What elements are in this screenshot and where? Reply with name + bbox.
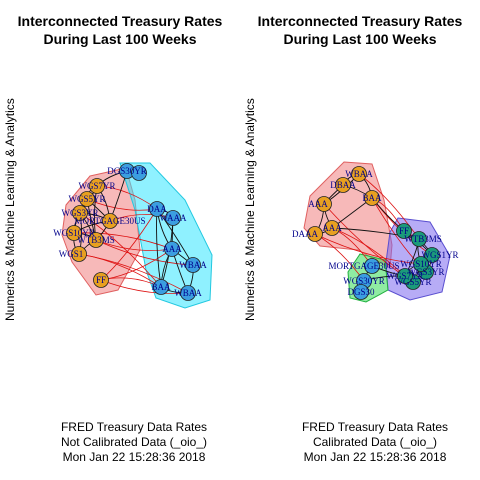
right-title-line1: Interconnected Treasury Rates: [257, 13, 463, 29]
left-node-label: WGS3YR: [61, 208, 98, 218]
right-node-label: WTB3MS: [404, 234, 442, 244]
left-node-label: WGS7YR: [78, 181, 115, 191]
left-node-wgs1: [71, 246, 87, 262]
left-node-label: WGS5YR: [68, 194, 105, 204]
right-node-wbaa: [351, 166, 367, 182]
right-node-label: WGS5YR: [394, 277, 431, 287]
left-caption-line2: Not Calibrated Data (_oio_): [60, 435, 208, 449]
left-node-label: WBAA: [179, 260, 207, 270]
right-node-label: DBAA: [330, 180, 356, 190]
left-cross-edge: [95, 239, 194, 266]
right-node-label: DAAA: [292, 229, 318, 239]
right-node-label: WBAA: [345, 169, 373, 179]
left-title-line2: During Last 100 Weeks: [43, 31, 197, 47]
left-node-daa: [149, 201, 165, 217]
left-cross-edge: [100, 279, 189, 294]
left-node-wgs10yr: [66, 225, 82, 241]
left-node-wbaa2: [185, 257, 201, 273]
left-node-wgs3yr: [72, 205, 88, 221]
left-cross-edge: [78, 253, 189, 294]
right-caption-line3: Mon Jan 22 15:28:36 2018: [303, 450, 447, 464]
right-node-wgs10yr: [413, 256, 429, 272]
left-node-label: WGS1: [59, 249, 84, 259]
right-caption-line1: FRED Treasury Data Rates: [301, 420, 449, 434]
right-cross-edge: [314, 233, 422, 265]
left-node-label: DAA: [147, 204, 167, 214]
right-title-line2: During Last 100 Weeks: [283, 31, 437, 47]
right-node-label: WGS30YR: [343, 276, 385, 286]
left-cross-edge: [79, 212, 162, 288]
right-panel: Interconnected Treasury Rates During Las…: [240, 0, 480, 480]
right-caption-line2: Calibrated Data (_oio_): [312, 435, 438, 449]
left-node-label: WBAA: [174, 288, 202, 298]
left-node-aaa: [164, 241, 180, 257]
left-title: Interconnected Treasury Rates During Las…: [0, 12, 240, 48]
right-node-label: WGS10YR: [400, 259, 442, 269]
left-node-baa: [153, 279, 169, 295]
right-node-baa: [364, 190, 380, 206]
left-node-label: BAA: [151, 282, 171, 292]
right-node-label: FF: [399, 226, 409, 236]
left-node-wgs5yr: [79, 191, 95, 207]
right-node-aaa: [316, 196, 332, 212]
right-node-dgs30: [353, 284, 369, 300]
right-node-label: AAA: [308, 199, 328, 209]
left-node-wtb3ms: [88, 232, 104, 248]
left-node-mortgage30us: [102, 213, 118, 229]
left-node-ff: [93, 272, 109, 288]
right-node-label: BAA: [362, 193, 382, 203]
left-panel: Interconnected Treasury Rates During Las…: [0, 12, 240, 464]
left-title-line1: Interconnected Treasury Rates: [17, 13, 223, 29]
left-node-dgs30yr_b: [131, 165, 147, 181]
right-node-daa: [324, 220, 340, 236]
right-node-wgs1yr: [424, 247, 440, 263]
right-node-ff: [396, 223, 412, 239]
right-node-wtb3ms: [411, 231, 427, 247]
left-node-label: WGS10YR: [53, 228, 95, 238]
left-node-label: MORTGAGE30US: [75, 216, 146, 226]
right-node-wgs7yr: [397, 268, 413, 284]
left-node-wbaa: [180, 285, 196, 301]
right-node-label: DGS30: [347, 287, 375, 297]
right-node-dbaa: [335, 177, 351, 193]
left-caption: FRED Treasury Data Rates Not Calibrated …: [14, 420, 254, 465]
right-node-daaa: [307, 226, 323, 242]
right-caption: FRED Treasury Data Rates Calibrated Data…: [255, 420, 480, 465]
right-node-label: WGS7YR: [386, 271, 423, 281]
left-node-label: WTB3MS: [77, 235, 115, 245]
right-node-label: AAA: [322, 223, 342, 233]
right-edge: [331, 227, 420, 240]
right-node-label: WGS1YR: [421, 250, 458, 260]
right-node-label: MORTGAGE30US: [329, 261, 400, 271]
left-node-wgs7yr: [89, 178, 105, 194]
left-caption-line1: FRED Treasury Data Rates: [60, 420, 208, 434]
left-node-label: FF: [96, 275, 106, 285]
left-caption-line3: Mon Jan 22 15:28:36 2018: [62, 450, 206, 464]
left-node-label: DGS30YR: [107, 166, 147, 176]
right-title: Interconnected Treasury Rates During Las…: [240, 12, 480, 48]
left-node-label: WAAA: [160, 213, 187, 223]
left-node-waaa: [165, 210, 181, 226]
left-cross-edge: [73, 232, 173, 250]
right-node-mortgage30us: [364, 258, 380, 274]
right-node-label: WGS3YR: [407, 267, 444, 277]
left-node-label: AAA: [162, 244, 182, 254]
